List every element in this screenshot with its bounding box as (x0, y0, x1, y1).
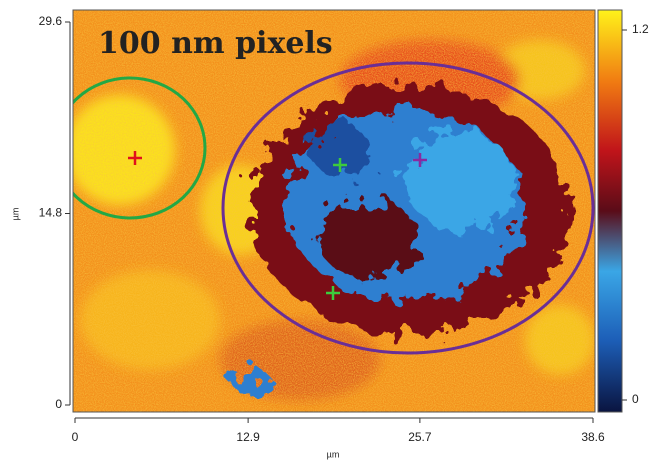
colorbar-tick-label: 0 (632, 392, 639, 406)
annotation: 100 nm pixels (98, 26, 333, 61)
x-tick-label: 25.7 (408, 430, 432, 444)
y-tick-label: 29.6 (39, 14, 63, 28)
heatmap-image (73, 10, 595, 412)
y-axis-label: µm (10, 208, 20, 221)
x-tick-label: 0 (72, 430, 79, 444)
colorbar (597, 9, 623, 413)
colorbar-tick-label: 1.2 (632, 22, 649, 36)
x-axis-label: µm (327, 449, 340, 459)
y-tick-label: 14.8 (39, 206, 63, 220)
y-tick-label: 0 (55, 397, 62, 411)
x-tick-label: 12.9 (236, 430, 260, 444)
x-tick-label: 38.6 (581, 430, 605, 444)
plot-frame (72, 9, 596, 413)
